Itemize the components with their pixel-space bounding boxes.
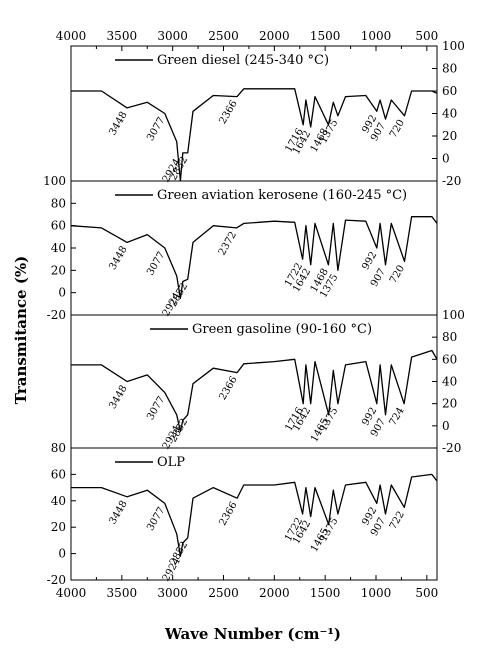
y-tick-label: -20 bbox=[47, 308, 66, 322]
legend-label: Green diesel (245-340 °C) bbox=[157, 53, 329, 68]
x-tick-label-top: 3500 bbox=[107, 29, 138, 43]
spectrum-line bbox=[71, 473, 438, 557]
x-tick-label-top: 1000 bbox=[361, 29, 392, 43]
axes-layer: 4000 4000 3500 3500 3000 3000 2500 2500 2000 2000… bbox=[56, 29, 439, 600]
y-tick-label: 80 bbox=[442, 62, 457, 76]
x-tick-label-bottom: 1000 bbox=[361, 586, 392, 600]
x-tick-label-bottom: 3500 bbox=[107, 586, 138, 600]
panels-layer: -20 0 20 40 60 80 100 Green diesel (245-340 °C)… bbox=[43, 39, 465, 587]
x-tick-label-bottom: 2500 bbox=[208, 586, 239, 600]
y-tick-label: 60 bbox=[51, 467, 66, 481]
x-tick-label-top: 2000 bbox=[259, 29, 290, 43]
y-tick-label: 80 bbox=[51, 441, 66, 455]
x-tick-label-bottom: 1500 bbox=[310, 586, 341, 600]
y-tick-label: 40 bbox=[442, 375, 457, 389]
y-tick-label: 20 bbox=[442, 129, 457, 143]
legend-label: OLP bbox=[157, 455, 185, 470]
y-tick-label: 100 bbox=[442, 308, 465, 322]
x-tick-label-top: 1500 bbox=[310, 29, 341, 43]
panel-frame bbox=[70, 447, 438, 581]
y-tick-label: 40 bbox=[51, 241, 66, 255]
y-tick-label: 100 bbox=[43, 174, 66, 188]
y-tick-label: 0 bbox=[442, 152, 450, 166]
y-tick-label: 0 bbox=[442, 419, 450, 433]
legend-label: Green aviation kerosene (160-245 °C) bbox=[157, 188, 407, 203]
y-tick-label: 80 bbox=[51, 196, 66, 210]
spectrum-line bbox=[71, 349, 438, 433]
y-tick-label: 0 bbox=[58, 547, 66, 561]
x-tick-label-bottom: 2000 bbox=[259, 586, 290, 600]
y-tick-label: 20 bbox=[51, 263, 66, 277]
spectrum-line bbox=[71, 88, 438, 182]
x-tick-label-bottom: 500 bbox=[415, 586, 438, 600]
y-tick-label: 40 bbox=[51, 494, 66, 508]
y-tick-label: 80 bbox=[442, 330, 457, 344]
y-tick-label: 60 bbox=[442, 84, 457, 98]
x-tick-label-top: 500 bbox=[415, 29, 438, 43]
y-tick-label: 60 bbox=[51, 219, 66, 233]
y-tick-label: 40 bbox=[442, 107, 457, 121]
y-tick-label: 100 bbox=[442, 39, 465, 53]
x-tick-label-top: 2500 bbox=[208, 29, 239, 43]
legend-label: Green gasoline (90-160 °C) bbox=[192, 322, 372, 337]
x-tick-label-top: 4000 bbox=[56, 29, 87, 43]
x-tick-label-bottom: 3000 bbox=[157, 586, 188, 600]
y-axis-title: Transmitance (%) bbox=[12, 256, 30, 405]
spectrum-line bbox=[70, 216, 438, 299]
y-tick-label: -20 bbox=[47, 573, 66, 587]
y-tick-label: -20 bbox=[442, 174, 461, 188]
y-tick-label: 60 bbox=[442, 352, 457, 366]
x-tick-label-bottom: 4000 bbox=[56, 586, 87, 600]
x-axis-title: Wave Number (cm⁻¹) bbox=[164, 625, 341, 643]
y-tick-label: 20 bbox=[442, 397, 457, 411]
y-tick-label: 0 bbox=[58, 286, 66, 300]
y-tick-label: 20 bbox=[51, 520, 66, 534]
x-tick-label-top: 3000 bbox=[157, 29, 188, 43]
y-tick-label: -20 bbox=[442, 441, 461, 455]
